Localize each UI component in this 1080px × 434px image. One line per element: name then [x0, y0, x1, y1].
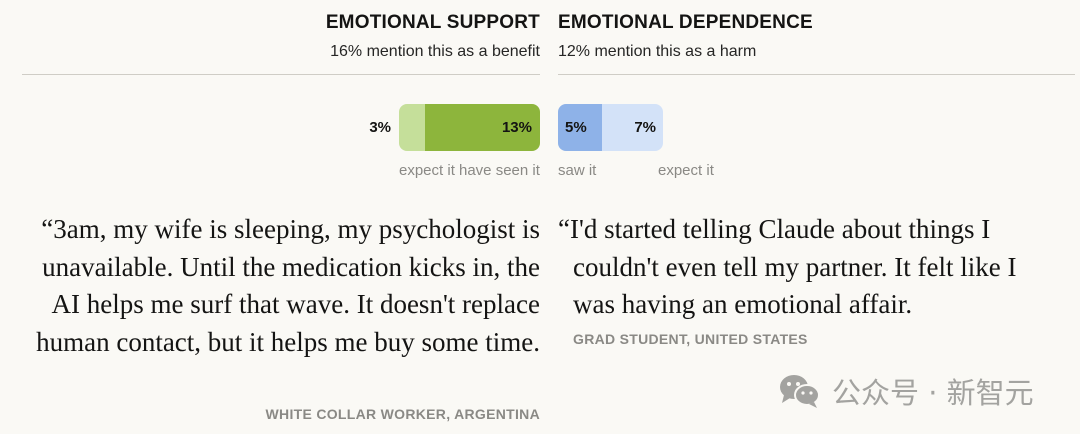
- left-divider: [22, 74, 540, 75]
- right-quote: “I'd started telling Claude about things…: [558, 214, 1017, 319]
- support-bar: 13%: [399, 104, 540, 151]
- dependence-expect-segment: 7%: [602, 104, 663, 151]
- left-attribution: WHITE COLLAR WORKER, ARGENTINA: [265, 406, 540, 422]
- dependence-saw-label: saw it: [558, 162, 597, 179]
- support-seen-segment: 13%: [425, 104, 540, 151]
- right-subtitle: 12% mention this as a harm: [558, 43, 757, 60]
- right-title: EMOTIONAL DEPENDENCE: [558, 12, 813, 33]
- dependence-saw-segment: 5%: [558, 104, 602, 151]
- left-title: EMOTIONAL SUPPORT: [325, 12, 540, 33]
- support-expect-segment: [399, 104, 425, 151]
- right-divider: [558, 74, 1075, 75]
- dependence-bar: 5% 7%: [558, 104, 663, 151]
- right-attribution: GRAD STUDENT, UNITED STATES: [573, 331, 808, 347]
- support-seen-label: have seen it: [459, 162, 540, 179]
- left-quote: “3am, my wife is sleeping, my psychologi…: [36, 214, 540, 357]
- watermark: 公众号 · 新智元: [778, 370, 1034, 412]
- expect-value: 3%: [369, 119, 391, 136]
- watermark-text: 公众号 · 新智元: [832, 376, 1034, 410]
- wechat-icon: [780, 375, 820, 408]
- left-subtitle: 16% mention this as a benefit: [330, 43, 540, 60]
- support-expect-label: expect it: [399, 162, 455, 179]
- dependence-expect-label: expect it: [658, 162, 714, 179]
